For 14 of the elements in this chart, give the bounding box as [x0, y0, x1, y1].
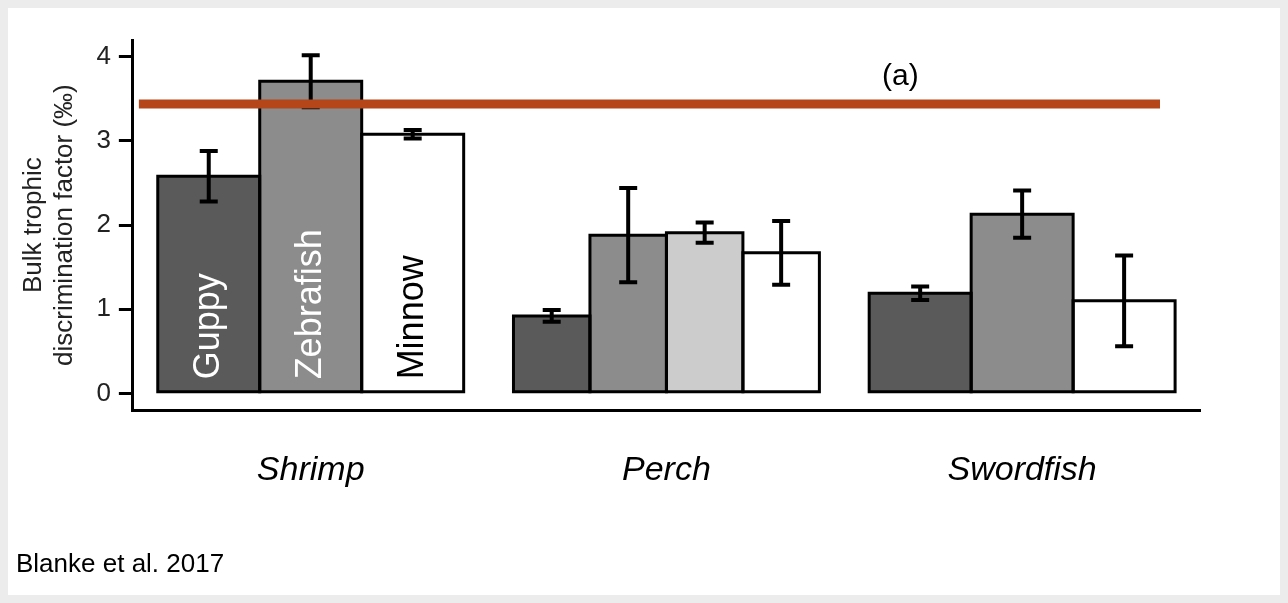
x-tick-label: Swordfish	[947, 449, 1097, 488]
y-tick-label: 3	[96, 124, 111, 155]
y-tick-label: 1	[96, 292, 111, 323]
series-label: Guppy	[185, 273, 227, 380]
y-axis-title: Bulk trophic discrimination factor (‰)	[16, 84, 78, 366]
x-tick-label: Perch	[622, 449, 711, 488]
y-tick-label: 2	[96, 208, 111, 239]
y-tick-label: 0	[96, 376, 111, 407]
y-tick-label: 4	[96, 40, 111, 70]
series-label: Zebrafish	[287, 229, 329, 380]
series-label: Minnow	[389, 254, 431, 380]
annotation: (a)	[882, 58, 919, 91]
x-tick-label: Shrimp	[256, 449, 365, 488]
text: Blanke et al. 2017	[16, 548, 225, 578]
